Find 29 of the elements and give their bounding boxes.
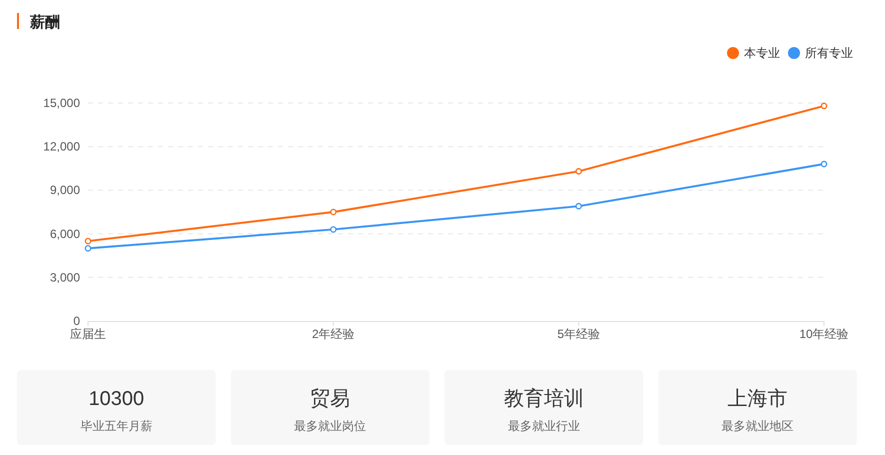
legend-label: 所有专业	[805, 46, 853, 60]
x-tick-label: 10年经验	[799, 327, 849, 341]
x-tick-label: 2年经验	[312, 327, 355, 341]
y-tick-label: 6,000	[50, 226, 80, 241]
point	[330, 226, 337, 233]
chart-title: 薪酬	[29, 14, 60, 31]
x-tick-label: 5年经验	[557, 327, 600, 341]
y-tick-label: 9,000	[50, 183, 80, 198]
text: 贸易	[310, 388, 350, 410]
x-tick-label: 应届生	[70, 327, 106, 341]
point	[330, 208, 337, 216]
legend-label: 本专业	[744, 46, 780, 60]
y-tick-label: 0	[73, 314, 80, 328]
text: 教育培训	[504, 387, 584, 410]
text: 上海市	[728, 388, 788, 410]
text: 最多就业岗位	[294, 419, 366, 433]
point	[820, 102, 828, 110]
text: 10300	[88, 388, 144, 410]
y-tick-label: 3,000	[50, 270, 80, 284]
text: 最多就业行业	[508, 419, 580, 433]
y-tick-label: 15,000	[43, 96, 80, 110]
point	[84, 245, 92, 252]
text: 毕业五年月薪	[80, 419, 152, 433]
point	[820, 160, 828, 168]
y-tick-label: 12,000	[43, 140, 80, 154]
point	[575, 202, 582, 210]
point	[575, 168, 582, 175]
text: 最多就业地区	[722, 419, 794, 433]
point	[84, 238, 92, 244]
